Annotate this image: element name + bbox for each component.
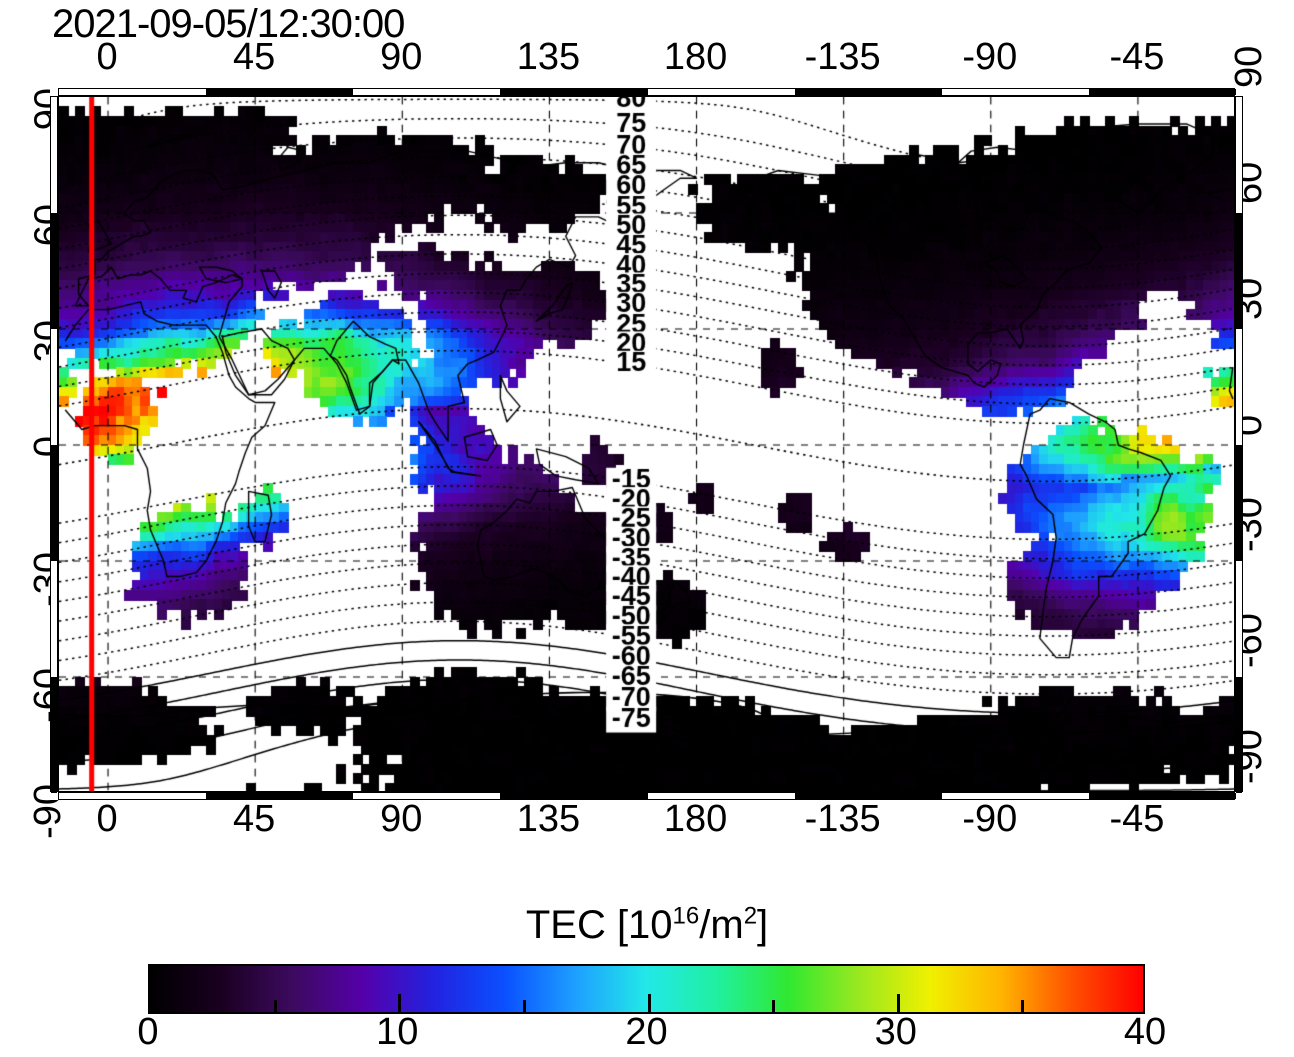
map-data-region xyxy=(58,96,1235,792)
colorbar-major-tick xyxy=(896,994,900,1012)
colorbar-title-exponent: 16 xyxy=(672,902,700,930)
y-axis-right-labels: 90 60 30 0 -30 -60 -90 xyxy=(1228,46,1294,800)
x-tick-label: 180 xyxy=(663,36,728,78)
tec-heatmap-canvas xyxy=(59,97,1234,791)
axis-ruler xyxy=(58,792,1236,800)
colorbar-minor-tick xyxy=(522,1000,526,1012)
x-axis-bottom-labels: 0 45 90 135 180 -135 -90 -45 xyxy=(0,800,1294,846)
ruler-segment xyxy=(1236,445,1242,561)
x-tick-label: 180 xyxy=(663,798,728,840)
figure-title: 2021-09-05/12:30:00 xyxy=(52,2,405,46)
colorbar-title-exponent-2: 2 xyxy=(743,902,758,930)
y-tick-label: 90 xyxy=(1228,45,1270,88)
ruler-segment xyxy=(1236,213,1242,329)
colorbar-tick-label: 10 xyxy=(376,1011,419,1053)
x-tick-label: -135 xyxy=(804,798,881,840)
x-tick-label: -45 xyxy=(1109,36,1165,78)
x-tick-label: -90 xyxy=(962,798,1018,840)
colorbar-title-main: TEC [10 xyxy=(525,903,673,947)
ruler-segment xyxy=(51,445,57,561)
ruler-segment xyxy=(1088,793,1236,799)
ruler-segment xyxy=(51,213,57,329)
x-tick-label: 90 xyxy=(380,36,423,78)
colorbar-title-close: ] xyxy=(757,903,769,947)
x-tick-label: 45 xyxy=(233,36,276,78)
colorbar-gradient xyxy=(150,966,1143,1012)
colorbar-major-tick xyxy=(647,994,651,1012)
x-tick-label: 90 xyxy=(380,798,423,840)
x-tick-label: 0 xyxy=(96,798,118,840)
colorbar-tick-label: 30 xyxy=(874,1011,917,1053)
colorbar-minor-tick xyxy=(1021,1000,1025,1012)
ruler-segment xyxy=(794,793,942,799)
colorbar-tick-labels: 0 10 20 30 40 xyxy=(0,1012,1294,1057)
x-tick-label: -45 xyxy=(1109,798,1165,840)
ruler-segment xyxy=(1236,677,1242,793)
ruler-segment xyxy=(500,89,648,95)
ruler-segment xyxy=(500,793,648,799)
axis-ruler xyxy=(1235,96,1243,793)
x-tick-label: 0 xyxy=(96,36,118,78)
colorbar-major-tick xyxy=(398,994,402,1012)
y-axis-left-labels: 90 60 30 0 -30 -60 -90 xyxy=(0,88,69,839)
x-tick-label: 45 xyxy=(233,798,276,840)
x-axis-top-labels: 0 45 90 135 180 -135 -90 -45 xyxy=(0,38,1294,82)
colorbar-tick-label: 40 xyxy=(1123,1011,1167,1053)
x-tick-label: 135 xyxy=(516,798,581,840)
axis-ruler xyxy=(50,96,58,793)
map-plot-area xyxy=(50,88,1243,800)
colorbar-minor-tick xyxy=(772,1000,776,1012)
colorbar-title: TEC [1016/m2] xyxy=(0,903,1294,947)
x-tick-label: -90 xyxy=(962,36,1018,78)
ruler-segment xyxy=(51,677,57,793)
colorbar-tick-label: 20 xyxy=(625,1011,668,1053)
ruler-segment xyxy=(206,89,354,95)
x-tick-label: 135 xyxy=(516,36,581,78)
axis-ruler xyxy=(58,88,1236,96)
colorbar-minor-tick xyxy=(273,1000,277,1012)
colorbar-title-tail: /m xyxy=(699,903,744,947)
colorbar-tick-label: 0 xyxy=(137,1011,159,1053)
ruler-segment xyxy=(1088,89,1236,95)
ruler-segment xyxy=(206,793,354,799)
colorbar xyxy=(148,964,1145,1014)
ruler-segment xyxy=(794,89,942,95)
x-tick-label: -135 xyxy=(804,36,881,78)
